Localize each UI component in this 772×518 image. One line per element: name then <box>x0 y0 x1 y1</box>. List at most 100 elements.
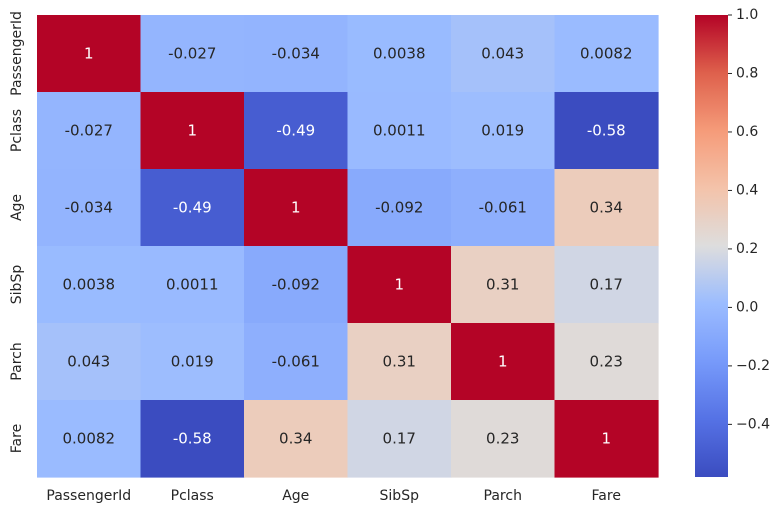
heatmap-cell-label: -0.092 <box>272 276 320 294</box>
heatmap-cell <box>244 92 349 170</box>
colorbar-tick-label: 1.0 <box>736 7 758 23</box>
y-tick-label: Fare <box>9 424 25 453</box>
heatmap-cell-label: -0.49 <box>173 199 212 217</box>
heatmap-cell <box>244 246 349 324</box>
heatmap-cell <box>244 15 349 93</box>
heatmap-cell-label: 0.0038 <box>373 45 426 63</box>
heatmap-cell <box>244 169 349 247</box>
heatmap-cell <box>140 15 245 93</box>
heatmap-cell <box>554 400 659 478</box>
heatmap-cell <box>244 400 349 478</box>
heatmap-cell-label: -0.034 <box>65 199 113 217</box>
heatmap-cell-label: -0.061 <box>272 353 320 371</box>
heatmap-cell-label: -0.58 <box>173 430 212 448</box>
x-tick-label: PassengerId <box>46 488 131 504</box>
heatmap-cell-label: 0.23 <box>486 430 519 448</box>
colorbar-tick-label: 0.6 <box>736 124 758 140</box>
colorbar-tick-label: 0.0 <box>736 299 758 315</box>
heatmap-cell-label: 0.31 <box>486 276 519 294</box>
heatmap-cell <box>554 246 659 324</box>
heatmap-cell <box>347 15 452 93</box>
heatmap-cell <box>451 400 556 478</box>
heatmap-cell <box>554 92 659 170</box>
heatmap-cell-label: -0.034 <box>272 45 320 63</box>
heatmap-cell <box>347 323 452 401</box>
heatmap-annotations: 1 -0.027 -0.034 0.0038 0.043 0.0082 -0.027 1 -0.… <box>63 45 633 448</box>
heatmap-cell-label: 0.34 <box>590 199 623 217</box>
heatmap-cell <box>37 246 142 324</box>
heatmap-cell-label: 0.0038 <box>63 276 116 294</box>
heatmap-cell-label: 0.23 <box>590 353 623 371</box>
heatmap-cell-label: 1 <box>84 45 94 63</box>
heatmap-cell <box>140 246 245 324</box>
x-tick-label: Fare <box>592 488 621 504</box>
x-tick-label: Parch <box>484 488 522 504</box>
heatmap-cell-label: 0.019 <box>481 122 524 140</box>
heatmap-cell <box>37 169 142 247</box>
heatmap-cell-label: -0.092 <box>375 199 423 217</box>
heatmap-cell <box>37 92 142 170</box>
heatmap-cell-label: 1 <box>394 276 404 294</box>
heatmap-cell <box>140 92 245 170</box>
y-tick-label: Age <box>9 194 25 221</box>
y-tick-label: SibSp <box>9 265 25 305</box>
colorbar <box>695 15 728 477</box>
heatmap-cell-label: 1 <box>187 122 197 140</box>
heatmap-cell <box>554 323 659 401</box>
colorbar-tick-labels: 1.0 0.8 0.6 0.4 0.2 0.0 −0.2 −0.4 <box>728 7 770 432</box>
heatmap-cell <box>347 92 452 170</box>
heatmap-cell-label: -0.027 <box>65 122 113 140</box>
heatmap-cell-label: -0.49 <box>276 122 315 140</box>
heatmap-cell-label: 0.019 <box>171 353 214 371</box>
heatmap-cell-label: 0.17 <box>383 430 416 448</box>
heatmap-cell-label: -0.061 <box>479 199 527 217</box>
heatmap-cell <box>37 400 142 478</box>
y-tick-label: Pclass <box>9 109 25 152</box>
heatmap-cell-label: 0.0082 <box>63 430 116 448</box>
heatmap-cell-label: 1 <box>601 430 611 448</box>
heatmap-cell-label: 1 <box>498 353 508 371</box>
colorbar-tick-label: −0.4 <box>736 416 770 432</box>
heatmap-cells <box>37 15 659 478</box>
heatmap-cell <box>347 169 452 247</box>
x-tick-label: SibSp <box>380 488 420 504</box>
colorbar-tick-label: 0.2 <box>736 241 758 257</box>
heatmap-cell <box>451 323 556 401</box>
heatmap-cell-label: 0.0082 <box>580 45 633 63</box>
y-tick-label: PassengerId <box>9 11 25 96</box>
heatmap-cell <box>451 15 556 93</box>
heatmap-cell <box>451 246 556 324</box>
heatmap-cell-label: 0.17 <box>590 276 623 294</box>
heatmap-cell <box>347 246 452 324</box>
heatmap-cell-label: 0.0011 <box>373 122 426 140</box>
heatmap-cell <box>244 323 349 401</box>
heatmap-cell <box>451 92 556 170</box>
heatmap-cell <box>554 169 659 247</box>
heatmap-cell-label: 0.043 <box>67 353 110 371</box>
heatmap-cell-label: 0.0011 <box>166 276 219 294</box>
heatmap-cell-label: -0.58 <box>587 122 626 140</box>
y-tick-label: Parch <box>9 342 25 380</box>
colorbar-tick-label: 0.8 <box>736 65 758 81</box>
x-axis-tick-labels: PassengerId Pclass Age SibSp Parch Fare <box>46 488 621 504</box>
y-axis-tick-labels: PassengerId Pclass Age SibSp Parch Fare <box>9 11 25 453</box>
heatmap-cell-label: -0.027 <box>168 45 216 63</box>
heatmap-cell-label: 0.34 <box>279 430 312 448</box>
heatmap-cell <box>37 323 142 401</box>
heatmap-cell <box>140 169 245 247</box>
heatmap-cell <box>347 400 452 478</box>
colorbar-tick-label: −0.2 <box>736 358 770 374</box>
heatmap-cell <box>140 400 245 478</box>
heatmap-cell-label: 0.31 <box>383 353 416 371</box>
heatmap-cell-label: 1 <box>291 199 301 217</box>
heatmap-cell <box>37 15 142 93</box>
x-tick-label: Pclass <box>171 488 214 504</box>
heatmap-cell <box>451 169 556 247</box>
heatmap-cell <box>140 323 245 401</box>
colorbar-tick-label: 0.4 <box>736 182 758 198</box>
heatmap-cell <box>554 15 659 93</box>
heatmap-cell-label: 0.043 <box>481 45 524 63</box>
x-tick-label: Age <box>282 488 309 504</box>
